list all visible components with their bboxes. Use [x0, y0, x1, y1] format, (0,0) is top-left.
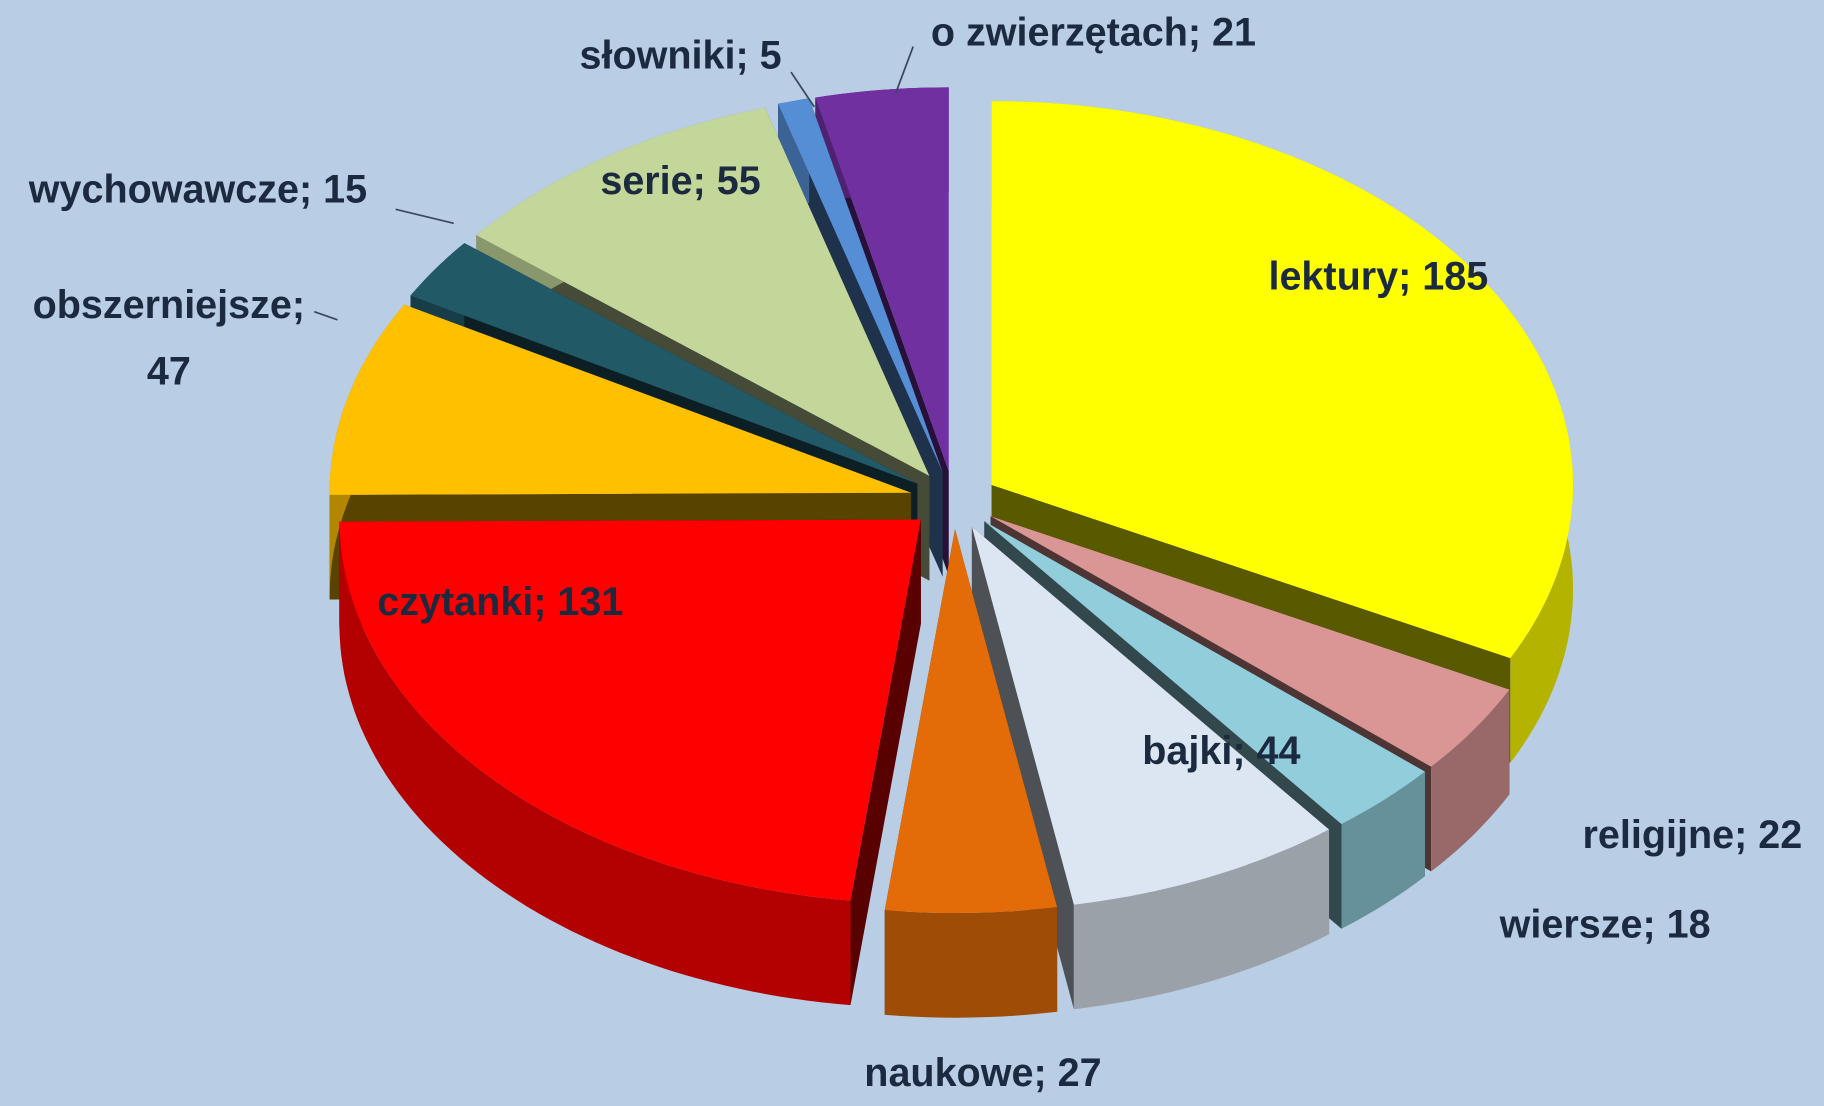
- data-label: o zwierzętach; 21: [931, 10, 1256, 54]
- data-label: wychowawcze; 15: [28, 167, 367, 211]
- slice-top: [971, 526, 1330, 905]
- slice-wall: [339, 521, 851, 1006]
- slice-wall: [1341, 771, 1425, 929]
- slice-side: [850, 519, 921, 1006]
- data-label: religijne; 22: [1583, 813, 1803, 857]
- data-label: czytanki; 131: [377, 580, 623, 624]
- slice-top: [984, 521, 1425, 825]
- slice-wall: [884, 907, 1058, 1018]
- data-label: serie; 55: [600, 159, 760, 203]
- slice-top: [410, 243, 918, 484]
- data-label: obszerniejsze; 47: [33, 284, 305, 394]
- data-label-line: obszerniejsze;: [33, 284, 305, 328]
- data-label: naukowe; 27: [864, 1051, 1101, 1095]
- leader-line: [790, 71, 816, 108]
- data-label: bajki; 44: [1142, 729, 1300, 773]
- slice: [884, 529, 1058, 1018]
- data-label: wiersze; 18: [1499, 902, 1711, 946]
- slice-wall: [1073, 829, 1330, 1010]
- data-label-line: 47: [147, 350, 191, 394]
- leader-line: [313, 310, 338, 321]
- slice-top: [329, 304, 912, 495]
- slice: [339, 519, 921, 1006]
- data-label: słowniki; 5: [580, 34, 782, 78]
- slice-top: [339, 519, 921, 901]
- slice-top: [991, 101, 1574, 659]
- leader-line: [395, 208, 454, 225]
- slice-top: [778, 98, 943, 472]
- slice-top: [884, 529, 1058, 914]
- slice-top: [990, 516, 1510, 767]
- slice-top: [815, 87, 949, 472]
- leader-line: [894, 46, 914, 94]
- data-label: lektury; 185: [1268, 255, 1488, 299]
- slice-wall: [1431, 689, 1510, 872]
- slice-top: [476, 107, 930, 476]
